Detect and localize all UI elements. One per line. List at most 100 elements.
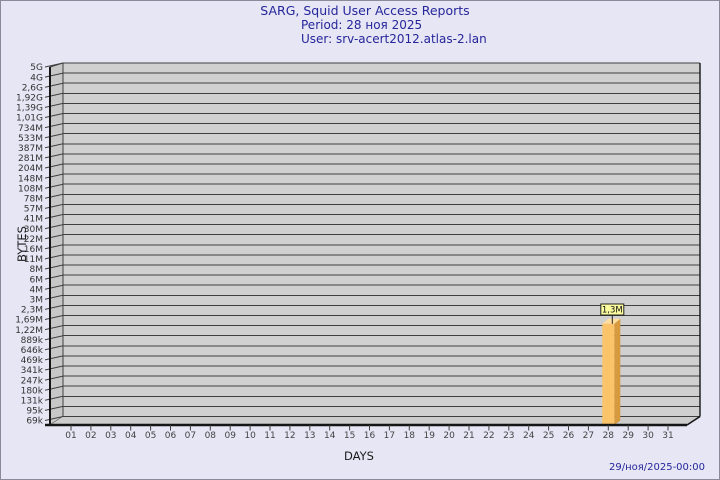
y-tick (44, 284, 64, 290)
bar-value-label: 1,3M (602, 306, 623, 316)
y-tick-label: 469k (21, 356, 44, 366)
y-tick-label: 1,01G (16, 114, 43, 124)
y-tick (44, 123, 64, 129)
y-tick (44, 92, 64, 98)
y-tick (44, 173, 64, 179)
axis-3d-wall (49, 62, 64, 426)
chart-user: User: srv-acert2012.atlas-2.lan (301, 32, 487, 46)
day-label: 17 (384, 431, 395, 441)
y-tick-label: 387M (18, 144, 43, 154)
y-tick (44, 315, 64, 320)
day-label: 12 (284, 431, 295, 441)
x-axis-title: DAYS (344, 449, 374, 463)
y-tick (44, 335, 64, 341)
y-tick-label: 180k (21, 386, 44, 396)
day-label: 13 (304, 431, 315, 441)
y-tick-label: 3M (30, 296, 44, 306)
day-label: 03 (105, 431, 116, 441)
y-tick (44, 264, 64, 270)
day-label: 05 (145, 431, 156, 441)
y-tick (44, 405, 64, 411)
y-tick (44, 102, 64, 108)
chart-title: SARG, Squid User Access Reports (260, 3, 470, 18)
y-tick-label: 734M (18, 124, 43, 134)
y-tick (44, 254, 64, 260)
day-label: 21 (463, 431, 474, 441)
annotation-box (600, 303, 625, 316)
chart-header: SARG, Squid User Access Reports Period: … (1, 3, 719, 47)
day-label: 16 (364, 431, 376, 441)
y-tick-label: 6M (30, 275, 44, 285)
y-tick (44, 72, 64, 78)
day-label: 01 (65, 431, 76, 441)
y-tick (44, 325, 64, 331)
y-tick-label: 204M (18, 164, 43, 174)
y-tick (44, 385, 64, 391)
y-tick (44, 365, 64, 371)
y-tick-label: 281M (18, 154, 43, 164)
day-label: 25 (543, 431, 554, 441)
y-tick-label: 646k (21, 346, 44, 356)
day-label: 23 (503, 431, 514, 441)
day-label: 19 (423, 431, 435, 441)
y-tick-label: 4G (30, 73, 43, 83)
y-tick-label: 57M (24, 205, 43, 215)
y-tick (44, 224, 64, 230)
y-tick-label: 131k (21, 397, 44, 407)
y-tick-label: 4M (30, 285, 44, 295)
y-tick-label: 95k (26, 407, 43, 417)
y-tick (44, 234, 64, 240)
x-axis-3d-edge (686, 415, 701, 426)
day-label: 20 (443, 431, 455, 441)
y-tick (44, 214, 64, 219)
y-tick-label: 5G (30, 63, 43, 73)
day-label: 02 (85, 431, 96, 441)
y-tick (44, 62, 64, 68)
y-tick-label: 1,22M (15, 326, 43, 336)
y-tick (44, 143, 64, 149)
y-tick (44, 113, 64, 118)
day-label: 14 (324, 431, 336, 441)
day-label: 26 (563, 431, 575, 441)
y-tick (44, 82, 64, 88)
y-tick (44, 244, 64, 250)
y-tick-label: 889k (21, 336, 44, 346)
generation-timestamp: 29/ноя/2025-00:00 (608, 462, 705, 473)
y-tick-label: 69k (26, 417, 43, 427)
day-label: 10 (244, 431, 256, 441)
bar-side-face (614, 318, 621, 425)
y-tick (44, 183, 64, 189)
y-tick-label: 30M (24, 225, 43, 235)
day-label: 08 (205, 431, 217, 441)
y-tick (44, 416, 64, 421)
y-tick-label: 2,3M (21, 306, 43, 316)
y-tick (44, 304, 64, 310)
day-label: 27 (583, 431, 594, 441)
grid-layer (63, 62, 700, 417)
y-tick-label: 533M (18, 134, 43, 144)
y-tick (44, 345, 64, 351)
y-tick-label: 247k (21, 376, 44, 386)
day-label: 30 (642, 431, 654, 441)
y-tick (44, 153, 64, 159)
y-tick-label: 1,39G (16, 104, 43, 114)
day-label: 15 (344, 431, 355, 441)
y-tick (44, 203, 64, 209)
y-tick-label: 16M (24, 245, 43, 255)
day-label: 29 (622, 431, 634, 441)
day-label: 18 (404, 431, 416, 441)
y-tick-label: 2,6G (22, 83, 43, 93)
y-tick (44, 395, 64, 401)
day-label: 28 (603, 431, 615, 441)
y-tick-label: 1,92G (16, 94, 43, 104)
day-label: 31 (662, 431, 673, 441)
y-tick-label: 108M (18, 184, 43, 194)
chart-period: Period: 28 ноя 2025 (301, 18, 423, 32)
y-tick (44, 294, 64, 300)
y-tick (44, 193, 64, 199)
y-tick-label: 78M (24, 195, 43, 205)
y-tick-label: 11M (24, 255, 43, 265)
y-tick (44, 355, 64, 361)
bar-top-face (602, 318, 621, 324)
